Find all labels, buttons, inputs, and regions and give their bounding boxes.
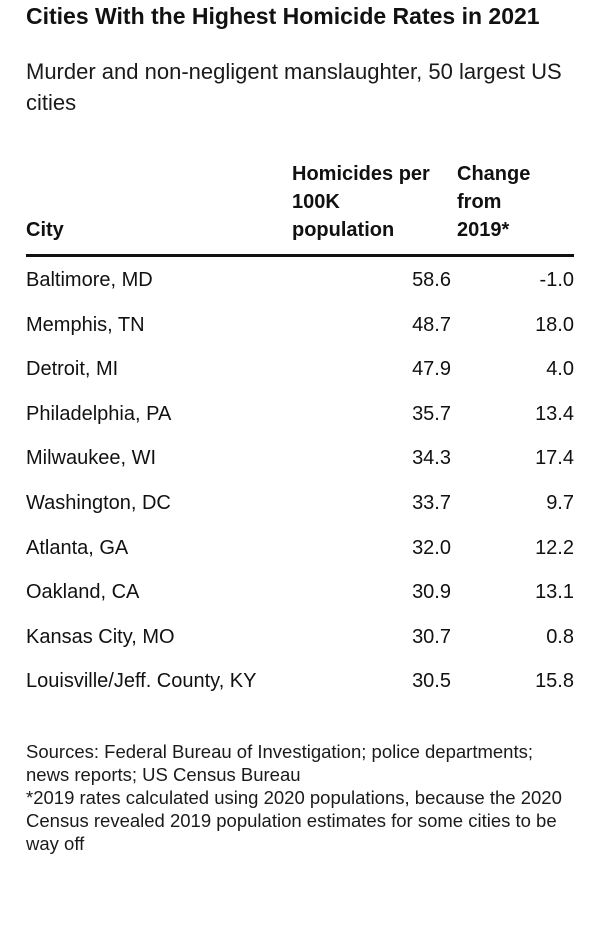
column-header-change: Change from 2019* [457, 163, 531, 241]
cell-change: 13.1 [535, 581, 574, 604]
cell-rate: 47.9 [412, 358, 451, 381]
table-header: City Homicides per 100K population Chang… [26, 158, 574, 257]
table-row: Baltimore, MD 58.6 -1.0 [26, 257, 574, 302]
table-row: Kansas City, MO 30.7 0.8 [26, 614, 574, 659]
cell-city: Oakland, CA [26, 581, 140, 604]
chart-title: Cities With the Highest Homicide Rates i… [26, 3, 540, 29]
column-header-rate: Homicides per 100K population [292, 163, 430, 241]
table-row: Philadelphia, PA 35.7 13.4 [26, 391, 574, 436]
cell-change: 17.4 [535, 447, 574, 470]
cell-city: Washington, DC [26, 491, 171, 514]
table-row: Oakland, CA 30.9 13.1 [26, 569, 574, 614]
cell-city: Louisville/Jeff. County, KY [26, 670, 257, 693]
cell-change: 12.2 [535, 536, 574, 559]
cell-city: Memphis, TN [26, 313, 145, 336]
chart-subtitle: Murder and non-negligent manslaughter, 5… [26, 59, 562, 115]
cell-rate: 34.3 [412, 447, 451, 470]
cell-change: 18.0 [535, 313, 574, 336]
table-row: Washington, DC 33.7 9.7 [26, 480, 574, 525]
cell-city: Kansas City, MO [26, 625, 175, 648]
data-table: City Homicides per 100K population Chang… [26, 158, 574, 722]
asterisk-note: *2019 rates calculated using 2020 popula… [26, 787, 562, 855]
cell-change: 4.0 [546, 358, 574, 381]
table-body: Baltimore, MD 58.6 -1.0 Memphis, TN 48.7 18.0… [26, 257, 574, 722]
cell-city: Baltimore, MD [26, 269, 153, 291]
cell-rate: 58.6 [412, 269, 451, 291]
cell-rate: 35.7 [412, 402, 451, 425]
cell-rate: 30.5 [412, 670, 451, 693]
footnote: Sources: Federal Bureau of Investigation… [26, 740, 574, 855]
cell-change: 13.4 [535, 402, 574, 425]
cell-change: -1.0 [539, 269, 574, 291]
cell-rate: 48.7 [412, 313, 451, 336]
cell-change: 9.7 [546, 491, 574, 514]
cell-city: Atlanta, GA [26, 536, 129, 559]
column-header-city: City [26, 219, 64, 241]
cell-change: 0.8 [546, 625, 574, 648]
cell-rate: 30.9 [412, 581, 451, 604]
cell-rate: 33.7 [412, 491, 451, 514]
cell-change: 15.8 [535, 670, 574, 693]
table-row: Milwaukee, WI 34.3 17.4 [26, 435, 574, 480]
cell-city: Philadelphia, PA [26, 402, 172, 425]
sources-note: Sources: Federal Bureau of Investigation… [26, 741, 533, 786]
cell-rate: 32.0 [412, 536, 451, 559]
table-row: Atlanta, GA 32.0 12.2 [26, 525, 574, 570]
table-row: Louisville/Jeff. County, KY 30.5 15.8 [26, 658, 574, 722]
cell-rate: 30.7 [412, 625, 451, 648]
table-row: Detroit, MI 47.9 4.0 [26, 346, 574, 391]
cell-city: Detroit, MI [26, 358, 119, 381]
table-row: Memphis, TN 48.7 18.0 [26, 302, 574, 347]
cell-city: Milwaukee, WI [26, 447, 157, 470]
